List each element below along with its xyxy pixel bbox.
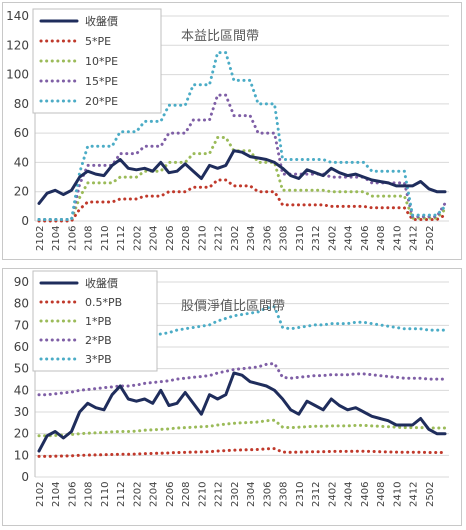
x-tick-label: 2102 xyxy=(35,226,46,251)
series-line-2 xyxy=(37,418,447,438)
x-tick-label: 2202 xyxy=(132,226,143,251)
x-tick-label: 2310 xyxy=(295,482,306,507)
x-tick-label: 2208 xyxy=(181,482,192,507)
legend-label-1: 5*PE xyxy=(85,35,111,48)
legend-label-0: 收盤價 xyxy=(85,276,118,290)
legend-label-4: 3*PB xyxy=(85,353,112,366)
series-line-2 xyxy=(37,136,447,221)
x-tick-label: 2502 xyxy=(425,482,436,507)
y-tick-label: 10 xyxy=(14,448,29,462)
legend-label-2: 1*PB xyxy=(85,315,112,328)
series-line-1 xyxy=(37,447,447,458)
x-tick-label: 2404 xyxy=(344,226,355,251)
x-tick-label: 2210 xyxy=(197,226,208,251)
x-tick-label: 2404 xyxy=(344,482,355,507)
x-tick-label: 2412 xyxy=(409,482,420,507)
legend-box xyxy=(32,8,162,114)
x-tick-label: 2102 xyxy=(35,482,46,507)
x-tick-label: 2204 xyxy=(149,226,160,251)
y-tick-label: 40 xyxy=(14,383,29,397)
x-tick-label: 2302 xyxy=(230,226,241,251)
y-tick-label: 80 xyxy=(14,97,29,111)
x-tick-label: 2408 xyxy=(376,482,387,507)
x-tick-label: 2110 xyxy=(100,482,111,507)
x-tick-label: 2104 xyxy=(51,482,62,507)
x-tick-label: 2502 xyxy=(425,226,436,251)
x-tick-label: 2312 xyxy=(311,482,322,507)
x-tick-label: 2110 xyxy=(100,226,111,251)
x-tick-label: 2112 xyxy=(116,482,127,507)
series-line-3 xyxy=(37,362,447,397)
legend-label-0: 收盤價 xyxy=(85,14,118,28)
x-tick-label: 2306 xyxy=(262,226,273,251)
x-tick-label: 2204 xyxy=(149,482,160,507)
x-tick-label: 2410 xyxy=(392,482,403,507)
y-tick-label: 120 xyxy=(6,38,29,52)
y-tick-label: 40 xyxy=(14,155,29,169)
legend-label-3: 2*PB xyxy=(85,334,112,347)
legend: 收盤價 5*PE 10*PE 15*PE 20*PE xyxy=(32,8,162,114)
y-tick-label: 60 xyxy=(14,340,29,354)
x-tick-label: 2212 xyxy=(214,226,225,251)
x-tick-label: 2302 xyxy=(230,482,241,507)
x-tick-label: 2304 xyxy=(246,482,257,507)
y-tick-label: 90 xyxy=(14,275,29,289)
x-tick-label: 2308 xyxy=(279,226,290,251)
x-tick-label: 2210 xyxy=(197,482,208,507)
x-tick-label: 2208 xyxy=(181,226,192,251)
y-tick-label: 0 xyxy=(21,470,29,484)
legend-label-3: 15*PE xyxy=(85,75,118,88)
legend-label-2: 10*PE xyxy=(85,55,118,68)
chart-title: 股價淨值比區間帶 xyxy=(181,298,285,314)
series-line-0 xyxy=(37,149,447,205)
pe-band-chart: 0 20 40 60 80 100 120 140 2102 2104 2106 2108 2110 21… xyxy=(6,8,449,251)
pb-band-chart: 0 10 20 30 40 50 60 70 80 90 2102 2104 2106 2108 2110 2… xyxy=(14,270,449,507)
x-tick-label: 2410 xyxy=(392,226,403,251)
y-tick-label: 50 xyxy=(14,362,29,376)
x-tick-label: 2104 xyxy=(51,226,62,251)
y-tick-label: 140 xyxy=(6,9,29,23)
chart-title: 本益比區間帶 xyxy=(181,29,259,44)
x-tick-label: 2406 xyxy=(360,482,371,507)
x-tick-label: 2202 xyxy=(132,482,143,507)
x-tick-label: 2112 xyxy=(116,226,127,251)
y-tick-label: 80 xyxy=(14,297,29,311)
y-tick-label: 100 xyxy=(6,68,29,82)
x-tick-label: 2308 xyxy=(279,482,290,507)
series-line-4 xyxy=(37,51,447,221)
y-tick-label: 30 xyxy=(14,405,29,419)
x-tick-label: 2402 xyxy=(327,482,338,507)
x-tick-label: 2106 xyxy=(67,226,78,251)
y-tick-label: 20 xyxy=(14,185,29,199)
y-tick-label: 0 xyxy=(21,214,29,228)
x-tick-label: 2206 xyxy=(165,482,176,507)
x-tick-label: 2312 xyxy=(311,226,322,251)
x-tick-label: 2402 xyxy=(327,226,338,251)
legend-label-4: 20*PE xyxy=(85,95,118,108)
series-line-3 xyxy=(37,93,447,221)
x-tick-label: 2310 xyxy=(295,226,306,251)
y-tick-label: 20 xyxy=(14,427,29,441)
series-line-0 xyxy=(37,371,447,453)
y-tick-label: 60 xyxy=(14,126,29,140)
x-tick-label: 2304 xyxy=(246,226,257,251)
x-tick-label: 2212 xyxy=(214,482,225,507)
pb-band-chart-panel: 0 10 20 30 40 50 60 70 80 90 2102 2104 2106 2108 2110 2… xyxy=(2,268,462,526)
series-line-1 xyxy=(37,178,447,223)
pe-band-chart-panel: 0 20 40 60 80 100 120 140 2102 2104 2106 2108 2110 21… xyxy=(2,2,462,260)
x-tick-label: 2108 xyxy=(84,482,95,507)
x-tick-label: 2408 xyxy=(376,226,387,251)
x-tick-label: 2406 xyxy=(360,226,371,251)
x-tick-label: 2108 xyxy=(84,226,95,251)
x-tick-label: 2106 xyxy=(67,482,78,507)
x-tick-label: 2206 xyxy=(165,226,176,251)
x-tick-label: 2412 xyxy=(409,226,420,251)
y-tick-label: 70 xyxy=(14,318,29,332)
legend-label-1: 0.5*PB xyxy=(85,296,122,309)
legend: 收盤價 0.5*PB 1*PB 2*PB 3*PB xyxy=(32,270,158,372)
x-tick-label: 2306 xyxy=(262,482,273,507)
